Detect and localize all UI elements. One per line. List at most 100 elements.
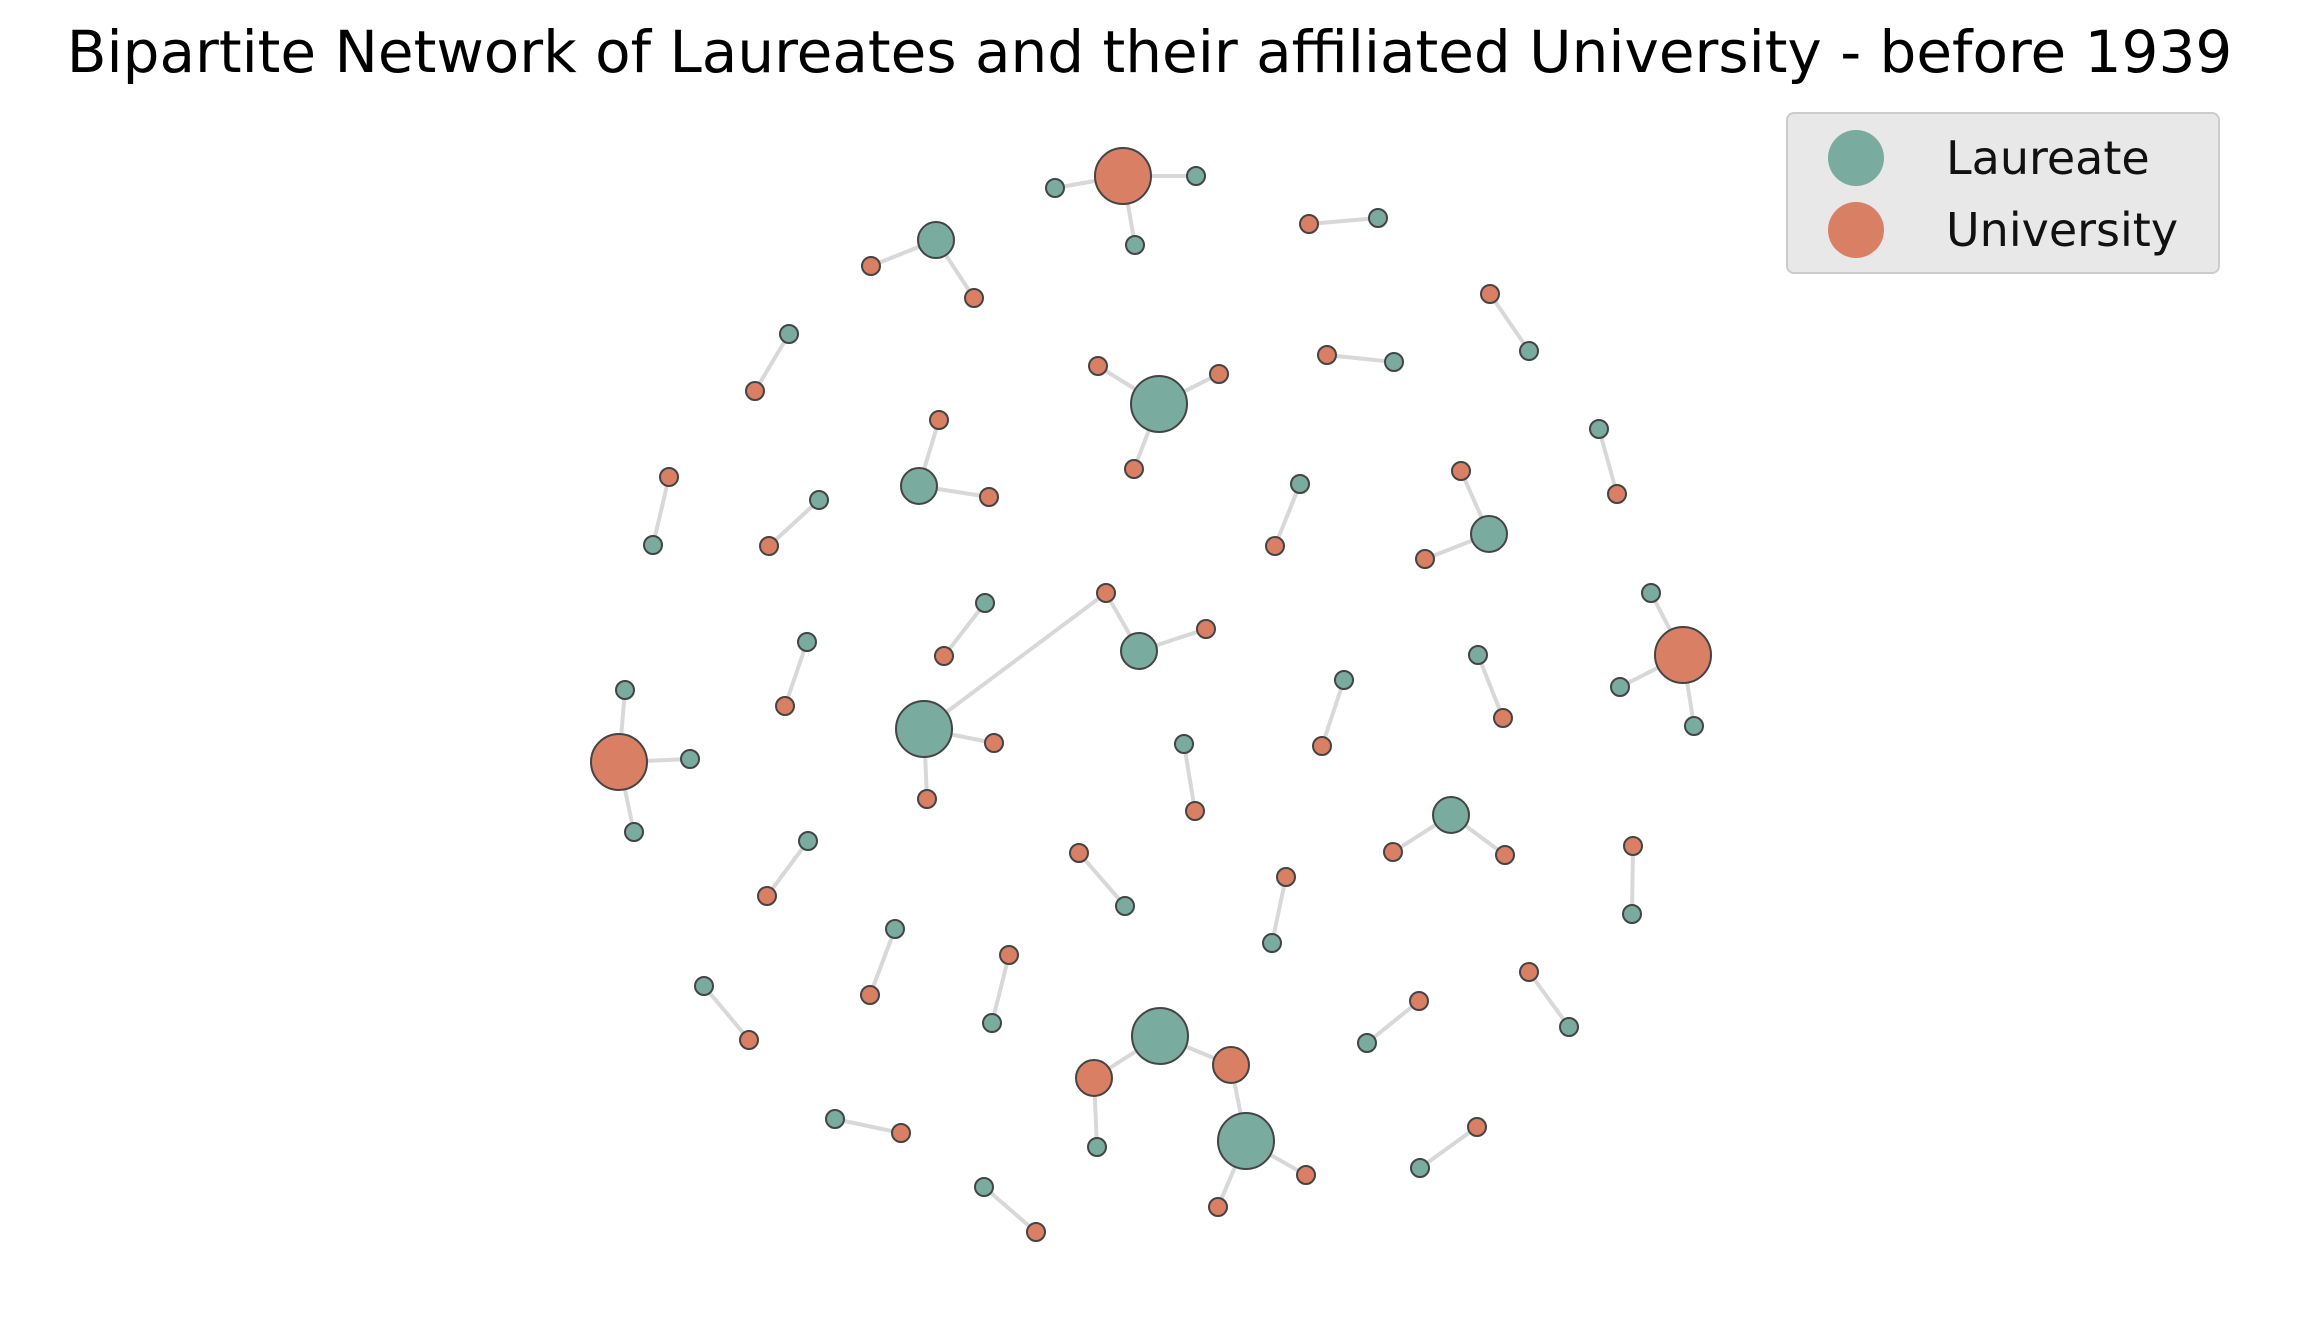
university-node: [964, 288, 984, 308]
university-node: [999, 945, 1019, 965]
network-edge: [834, 1117, 902, 1135]
legend-item-university: University: [1828, 200, 2178, 260]
laureate-node: [1087, 1137, 1107, 1157]
university-node: [775, 696, 795, 716]
university-node: [1124, 459, 1144, 479]
laureate-node: [1470, 515, 1508, 553]
network-edge: [1418, 1125, 1479, 1170]
university-node: [1096, 583, 1116, 603]
laureate-node: [825, 1109, 845, 1129]
network-edge: [1320, 679, 1346, 747]
university-node: [1075, 1059, 1113, 1097]
legend: Laureate University: [1786, 112, 2220, 274]
laureate-node: [1174, 734, 1194, 754]
network-edge: [1182, 743, 1197, 812]
network-edge: [1597, 428, 1619, 495]
university-node: [1493, 708, 1513, 728]
network-edge: [1630, 845, 1635, 915]
network-edge: [1270, 876, 1288, 944]
university-node: [860, 985, 880, 1005]
university-node: [929, 410, 949, 430]
legend-label-university: University: [1946, 203, 2179, 257]
university-node: [739, 1030, 759, 1050]
laureate-node: [917, 221, 955, 259]
laureate-node: [1368, 208, 1388, 228]
laureate-node: [615, 680, 635, 700]
laureate-node: [1045, 178, 1065, 198]
university-node: [1276, 867, 1296, 887]
laureate-node: [1115, 896, 1135, 916]
laureate-node: [1410, 1158, 1430, 1178]
laureate-node: [1334, 670, 1354, 690]
university-node: [1196, 619, 1216, 639]
university-node: [1299, 214, 1319, 234]
laureate-node: [1432, 796, 1470, 834]
legend-marker-university: [1828, 202, 1884, 258]
laureate-node: [779, 324, 799, 344]
laureate-node: [1519, 341, 1539, 361]
network-edge: [702, 984, 751, 1042]
network-edge: [767, 498, 821, 548]
university-node: [1495, 845, 1515, 865]
laureate-node: [809, 490, 829, 510]
laureate-node: [680, 749, 700, 769]
laureate-node: [1130, 375, 1188, 433]
network-edge: [1488, 292, 1531, 353]
network-edge: [868, 928, 897, 996]
university-node: [1209, 364, 1229, 384]
university-node: [984, 733, 1004, 753]
laureate-node: [1262, 933, 1282, 953]
laureate-node: [1684, 716, 1704, 736]
university-node: [1451, 461, 1471, 481]
university-node: [1317, 345, 1337, 365]
laureate-node: [1610, 677, 1630, 697]
university-node: [745, 381, 765, 401]
laureate-node: [1290, 474, 1310, 494]
laureate-node: [982, 1013, 1002, 1033]
laureate-node: [694, 976, 714, 996]
university-node: [891, 1123, 911, 1143]
university-node: [1088, 356, 1108, 376]
laureate-node: [1622, 904, 1642, 924]
university-node: [1185, 801, 1205, 821]
laureate-node: [1186, 166, 1206, 186]
university-node: [1480, 284, 1500, 304]
university-node: [979, 487, 999, 507]
laureate-node: [1131, 1007, 1189, 1065]
university-node: [1265, 536, 1285, 556]
laureate-node: [974, 1177, 994, 1197]
network-edge: [990, 954, 1011, 1024]
laureate-node: [900, 467, 938, 505]
network-edge: [922, 591, 1108, 731]
university-node: [1296, 1165, 1316, 1185]
network-edge: [1527, 970, 1571, 1029]
university-node: [861, 256, 881, 276]
legend-marker-laureate: [1828, 130, 1884, 186]
laureate-node: [798, 831, 818, 851]
university-node: [1467, 1117, 1487, 1137]
university-node: [1519, 962, 1539, 982]
network-edge: [1326, 353, 1395, 364]
laureate-node: [895, 700, 953, 758]
legend-label-laureate: Laureate: [1946, 131, 2150, 185]
university-node: [590, 733, 648, 791]
network-edge: [982, 1185, 1038, 1234]
university-node: [917, 789, 937, 809]
legend-item-laureate: Laureate: [1828, 128, 2150, 188]
laureate-node: [1589, 419, 1609, 439]
university-node: [934, 646, 954, 666]
university-node: [1312, 736, 1332, 756]
university-node: [1069, 843, 1089, 863]
laureate-node: [1217, 1112, 1275, 1170]
network-edge: [942, 601, 987, 658]
university-node: [1383, 842, 1403, 862]
network-edge: [1273, 483, 1302, 547]
laureate-node: [1125, 235, 1145, 255]
university-node: [1212, 1046, 1250, 1084]
network-edge: [783, 641, 809, 707]
network-edge: [1308, 216, 1379, 226]
university-node: [1409, 991, 1429, 1011]
university-node: [1415, 549, 1435, 569]
university-node: [1208, 1197, 1228, 1217]
